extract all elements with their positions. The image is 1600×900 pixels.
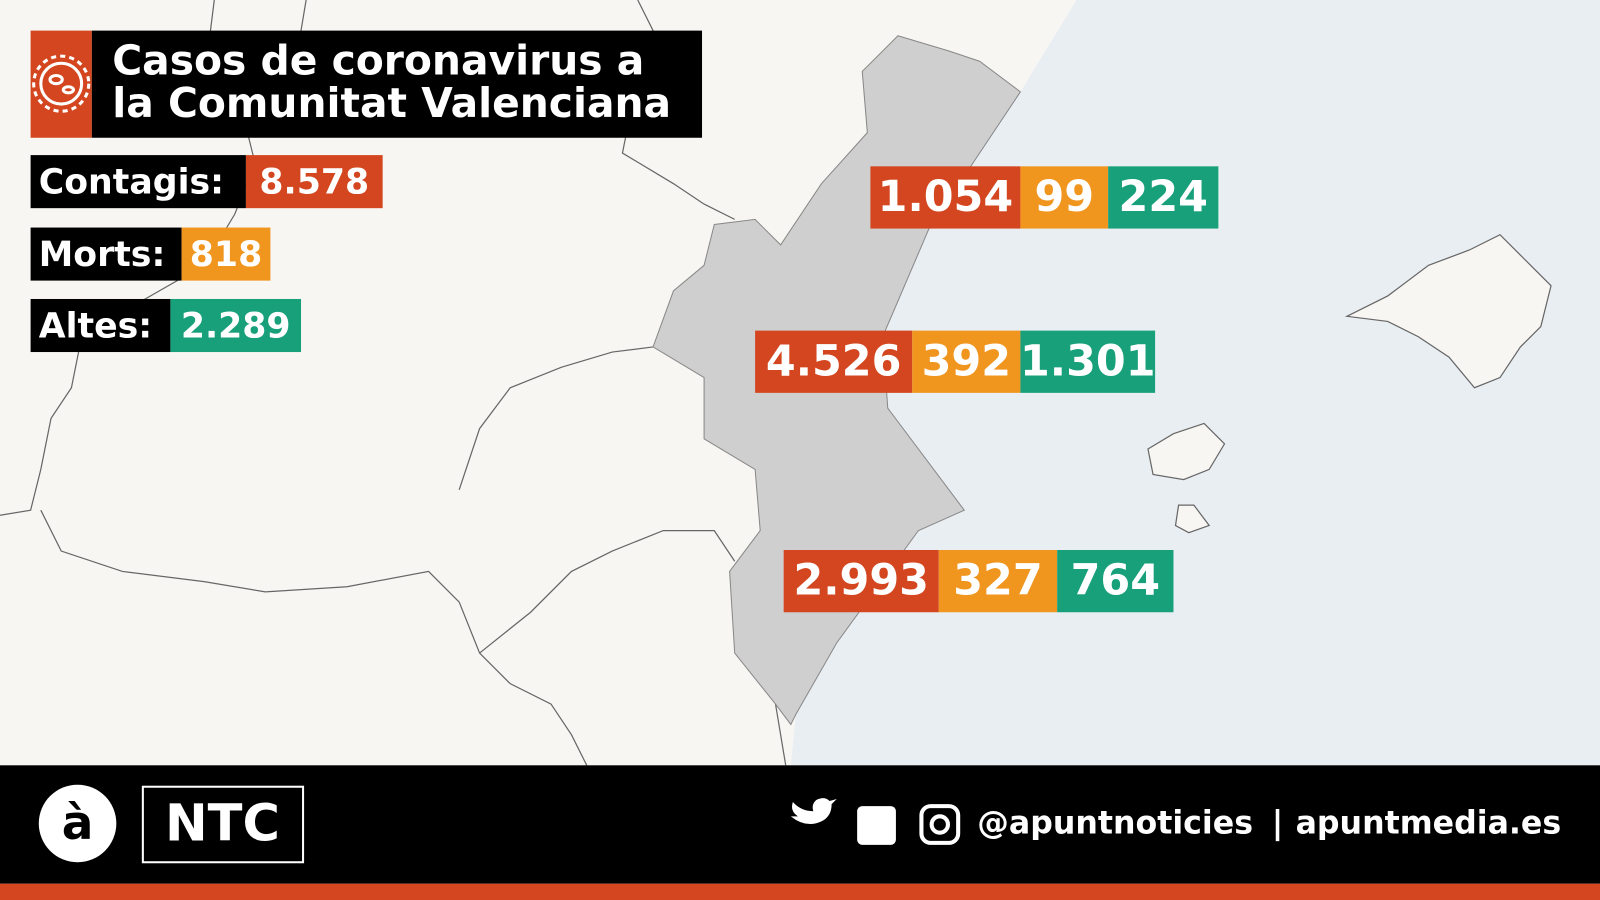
region-deaths: 99 — [1034, 172, 1094, 222]
region-recovered: 1.301 — [1020, 336, 1156, 386]
region-recovered: 224 — [1119, 172, 1208, 222]
total-label-box — [30, 298, 171, 353]
footer — [0, 765, 1600, 884]
mallorca — [1344, 233, 1552, 389]
ibiza — [1147, 422, 1226, 481]
total-value: 818 — [190, 235, 262, 275]
region-recovered-box — [1108, 166, 1219, 229]
logo: à — [62, 796, 94, 851]
total-label: Contagis: — [39, 163, 224, 203]
region-cases: 4.526 — [766, 336, 902, 386]
total-label: Altes: — [39, 307, 152, 347]
region-cases-box — [783, 550, 939, 613]
title-box — [91, 30, 703, 138]
region-cases-box — [755, 330, 913, 393]
title: Casos de coronavirus a — [112, 36, 644, 84]
formentera — [1174, 504, 1211, 534]
region-recovered-box — [1057, 550, 1174, 613]
total-value: 2.289 — [181, 307, 291, 347]
region-recovered-box — [1020, 330, 1156, 393]
region-recovered: 764 — [1071, 556, 1160, 606]
region-deaths: 392 — [922, 336, 1011, 386]
region-cases: 2.993 — [793, 556, 929, 606]
total-label: Morts: — [39, 235, 166, 275]
region-deaths-box — [938, 550, 1058, 613]
virus-icon — [32, 54, 91, 113]
region-deaths: 327 — [953, 556, 1042, 606]
region-cases-box — [870, 166, 1021, 229]
footer-strip — [0, 883, 1600, 900]
total-value-box — [170, 298, 302, 353]
brand-box — [141, 785, 305, 864]
total-value-box — [245, 155, 383, 209]
total-label-box — [30, 227, 182, 281]
total-label-box — [30, 155, 246, 209]
site: apuntmedia.es — [1296, 805, 1562, 841]
logo-circle — [38, 784, 117, 863]
handle: @apuntnoticies — [977, 805, 1253, 841]
social-icons — [790, 798, 961, 845]
total-value: 8.578 — [259, 163, 369, 203]
region-deaths-box — [912, 330, 1021, 393]
region-deaths-box — [1020, 166, 1109, 229]
total-value-box — [181, 227, 271, 281]
brand: NTC — [165, 795, 280, 854]
region-cases: 1.054 — [878, 172, 1014, 222]
title: la Comunitat Valenciana — [112, 79, 671, 127]
separator: | — [1272, 805, 1284, 842]
